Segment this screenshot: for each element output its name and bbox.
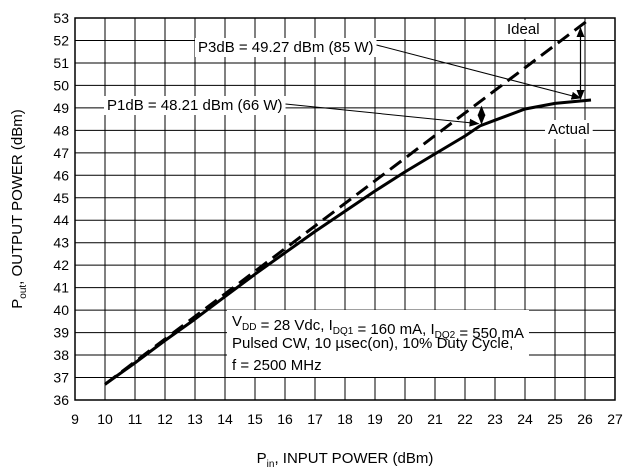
- p3db-annotation: P3dB = 49.27 dBm (85 W): [195, 38, 377, 57]
- y-tick-label: 45: [53, 190, 69, 206]
- y-tick-label: 44: [53, 212, 69, 228]
- x-tick-label: 20: [397, 411, 413, 427]
- svg-text:P1dB = 48.21 dBm (66 W): P1dB = 48.21 dBm (66 W): [107, 97, 283, 114]
- x-tick-label: 14: [217, 411, 233, 427]
- y-tick-label: 49: [53, 100, 69, 116]
- p1db-annotation: P1dB = 48.21 dBm (66 W): [104, 96, 286, 115]
- y-tick-label: 46: [53, 167, 69, 183]
- series-lines: [104, 16, 592, 386]
- y-tick-label: 36: [53, 392, 69, 408]
- y-tick-label: 42: [53, 257, 69, 273]
- y-tick-label: 53: [53, 10, 69, 26]
- y-tick-label: 40: [53, 302, 69, 318]
- x-axis-label: Pin, INPUT POWER (dBm): [257, 450, 434, 470]
- conditions-line: f = 2500 MHz: [232, 357, 322, 374]
- svg-text:Actual: Actual: [548, 121, 590, 138]
- x-tick-label: 13: [187, 411, 203, 427]
- y-tick-label: 38: [53, 347, 69, 363]
- tick-labels: 9 10 11 12 13 14 15 16 17 18 19 20 21 22 23 24 25 26 27 36 3…: [53, 10, 623, 427]
- x-tick-label: 23: [487, 411, 503, 427]
- x-tick-label: 22: [457, 411, 473, 427]
- y-tick-label: 37: [53, 370, 69, 386]
- y-tick-label: 39: [53, 325, 69, 341]
- svg-text:P3dB = 49.27 dBm (85 W): P3dB = 49.27 dBm (85 W): [198, 39, 374, 56]
- y-axis-label: Pout, OUTPUT POWER (dBm): [9, 109, 29, 308]
- svg-text:Ideal: Ideal: [507, 21, 540, 38]
- x-tick-label: 21: [427, 411, 443, 427]
- x-tick-label: 26: [577, 411, 593, 427]
- x-tick-label: 12: [157, 411, 173, 427]
- y-tick-label: 47: [53, 145, 69, 161]
- x-tick-label: 18: [337, 411, 353, 427]
- x-tick-label: 24: [517, 411, 533, 427]
- actual-label: Actual: [545, 120, 593, 139]
- ideal-label: Ideal: [504, 20, 543, 39]
- y-tick-label: 52: [53, 32, 69, 48]
- y-tick-label: 48: [53, 122, 69, 138]
- conditions-line: VDD = 28 Vdc, IDQ1 = 160 mA, IDQ2 = 550 …: [232, 313, 524, 342]
- plot-frame: [74, 17, 616, 401]
- y-tick-label: 50: [53, 77, 69, 93]
- p1db-leader-arrow: [285, 103, 480, 127]
- x-tick-label: 19: [367, 411, 383, 427]
- y-tick-label: 51: [53, 55, 69, 71]
- series-ideal-line: [104, 16, 592, 386]
- conditions-annotation: VDD = 28 Vdc, IDQ1 = 160 mA, IDQ2 = 550 …: [227, 310, 529, 377]
- x-tick-label: 16: [277, 411, 293, 427]
- annotations: P3dB = 49.27 dBm (85 W) P1dB = 48.21 dBm …: [104, 20, 593, 377]
- p3db-leader-arrow: [376, 44, 582, 100]
- x-tick-label: 17: [307, 411, 323, 427]
- y-tick-label: 43: [53, 235, 69, 251]
- x-tick-label: 9: [71, 411, 79, 427]
- x-tick-label: 11: [128, 411, 143, 427]
- y-tick-label: 41: [53, 280, 69, 296]
- x-tick-label: 15: [247, 411, 263, 427]
- conditions-line: Pulsed CW, 10 µsec(on), 10% Duty Cycle,: [232, 335, 513, 352]
- x-tick-label: 25: [547, 411, 563, 427]
- series-actual-line: [104, 98, 592, 386]
- x-tick-label: 10: [97, 411, 113, 427]
- x-tick-label: 27: [607, 411, 623, 427]
